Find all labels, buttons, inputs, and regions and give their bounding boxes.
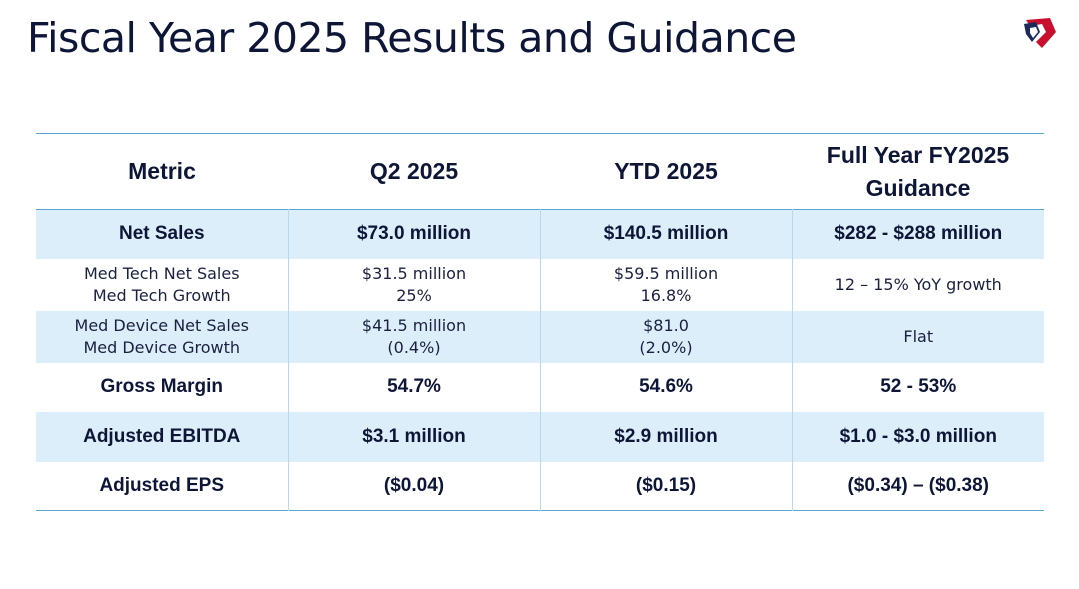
cell-ytd: ($0.15)	[539, 461, 792, 511]
header-guidance: Full Year FY2025 Guidance	[792, 134, 1044, 210]
header-guidance-line2: Guidance	[865, 174, 971, 201]
cell-q2: 54.7%	[287, 362, 540, 412]
table-row-adjusted-ebitda: Adjusted EBITDA $3.1 million $2.9 millio…	[36, 411, 1044, 462]
header-guidance-line1: Full Year FY2025	[826, 141, 1010, 168]
header-q2: Q2 2025	[369, 158, 459, 184]
company-logo-icon	[1024, 18, 1056, 48]
cell-metric: Adjusted EPS	[99, 474, 225, 496]
table-row-net-sales: Net Sales $73.0 million $140.5 million $…	[36, 209, 1044, 259]
cell-guidance: 12 – 15% YoY growth	[791, 258, 1044, 311]
cell-q2: ($0.04)	[287, 461, 540, 511]
cell-metric: Gross Margin	[100, 376, 223, 397]
header-metric: Metric	[128, 158, 196, 184]
cell-metric: Med Tech Net Sales Med Tech Growth	[36, 259, 288, 311]
cell-line: (2.0%)	[639, 337, 693, 357]
cell-guidance: $1.0 - $3.0 million	[791, 411, 1044, 462]
cell-ytd: $81.0 (2.0%)	[539, 310, 792, 363]
cell-metric: Adjusted EBITDA	[83, 425, 241, 447]
table-header-row: Metric Q2 2025 YTD 2025 Full Year FY2025…	[36, 133, 1044, 210]
table-row-adjusted-eps: Adjusted EPS ($0.04) ($0.15) ($0.34) – (…	[36, 461, 1044, 511]
cell-line: $41.5 million	[361, 315, 467, 335]
cell-line: Med Device Net Sales	[74, 315, 249, 335]
cell-line: Med Tech Net Sales	[83, 263, 240, 283]
cell-line: $59.5 million	[613, 263, 719, 283]
cell-line: 25%	[396, 285, 432, 305]
cell-metric: Med Device Net Sales Med Device Growth	[36, 311, 288, 363]
cell-q2: $41.5 million (0.4%)	[287, 310, 540, 363]
cell-ytd: $140.5 million	[539, 209, 792, 259]
cell-q2: $31.5 million 25%	[287, 258, 540, 311]
cell-guidance: $282 - $288 million	[791, 209, 1044, 259]
cell-line: $31.5 million	[361, 263, 467, 283]
cell-ytd: $59.5 million 16.8%	[539, 258, 792, 311]
table-row-med-device: Med Device Net Sales Med Device Growth $…	[36, 310, 1044, 363]
cell-guidance: Flat	[791, 310, 1044, 363]
cell-q2: $3.1 million	[287, 411, 540, 462]
page-title: Fiscal Year 2025 Results and Guidance	[27, 14, 797, 62]
cell-ytd: $2.9 million	[539, 411, 792, 462]
cell-metric: Net Sales	[118, 223, 205, 245]
cell-guidance: 52 - 53%	[791, 362, 1044, 412]
cell-line: Med Device Growth	[83, 337, 241, 357]
cell-line: $81.0	[643, 315, 689, 335]
table-row-med-tech: Med Tech Net Sales Med Tech Growth $31.5…	[36, 258, 1044, 311]
cell-ytd: 54.6%	[539, 362, 792, 412]
cell-line: Med Tech Growth	[92, 285, 231, 305]
cell-line: 16.8%	[640, 285, 692, 305]
cell-guidance: ($0.34) – ($0.38)	[791, 461, 1044, 511]
results-table: Metric Q2 2025 YTD 2025 Full Year FY2025…	[36, 133, 1044, 511]
cell-q2: $73.0 million	[287, 209, 540, 259]
cell-line: (0.4%)	[387, 337, 441, 357]
table-row-gross-margin: Gross Margin 54.7% 54.6% 52 - 53%	[36, 362, 1044, 412]
header-ytd: YTD 2025	[614, 158, 718, 184]
